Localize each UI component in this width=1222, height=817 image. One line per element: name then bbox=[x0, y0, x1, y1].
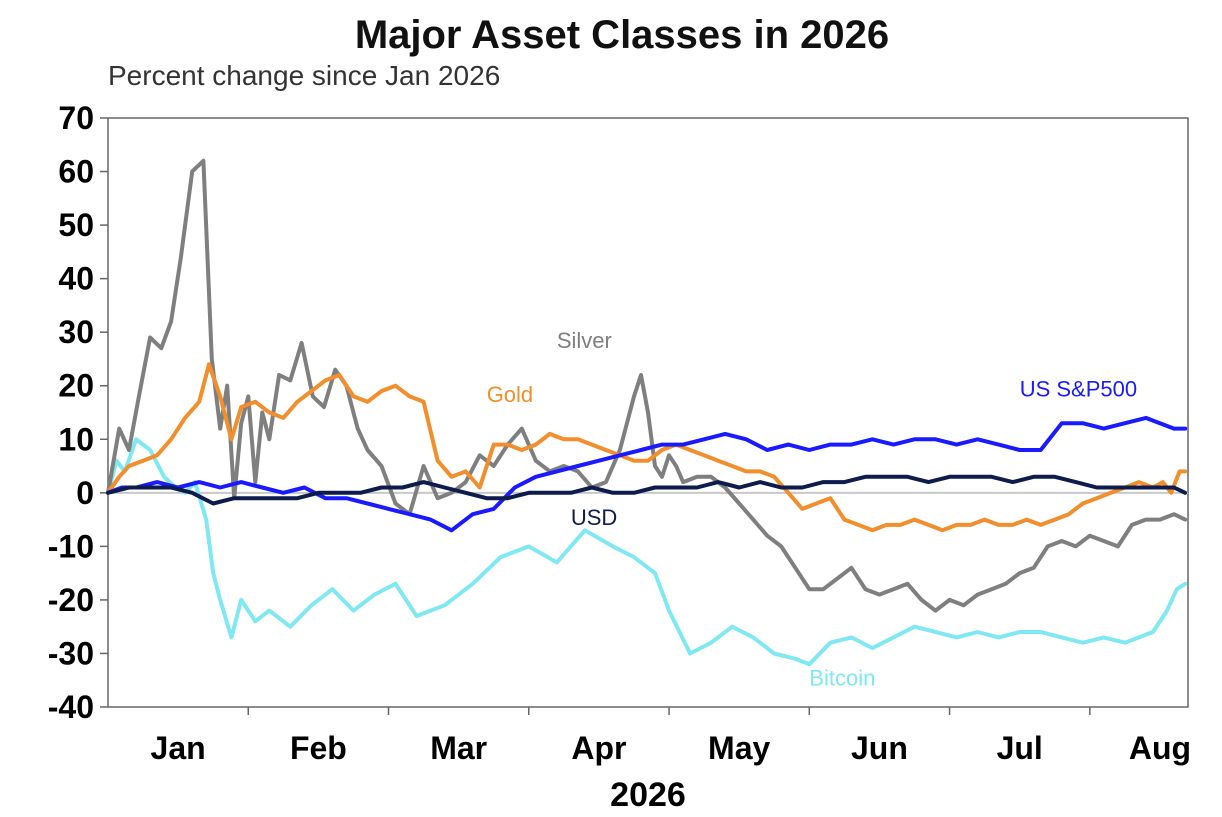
y-tick-label: -10 bbox=[48, 528, 94, 564]
y-tick-label: -40 bbox=[48, 689, 94, 725]
chart-title: Major Asset Classes in 2026 bbox=[355, 13, 889, 57]
y-tick-label: 20 bbox=[58, 368, 94, 404]
y-tick-label: 30 bbox=[58, 314, 94, 350]
y-tick-label: 70 bbox=[58, 100, 94, 136]
y-tick-label: -20 bbox=[48, 582, 94, 618]
series-line-bitcoin bbox=[106, 437, 1188, 667]
series-group bbox=[106, 158, 1188, 667]
x-tick-label: Mar bbox=[430, 730, 487, 766]
y-tick-label: 40 bbox=[58, 261, 94, 297]
y-tick-label: 10 bbox=[58, 421, 94, 457]
x-axis-title: 2026 bbox=[610, 776, 686, 814]
y-tick-label: 0 bbox=[76, 475, 94, 511]
series-label: Silver bbox=[557, 328, 612, 353]
series-label: Gold bbox=[487, 382, 533, 407]
y-axis: 70 60 50 40 30 20 10 0 -10 -20 -30 -40 bbox=[48, 100, 108, 725]
y-tick-label: 60 bbox=[58, 154, 94, 190]
x-tick-label: Jan bbox=[151, 730, 206, 766]
series-label: Bitcoin bbox=[809, 666, 875, 691]
series-line-usd bbox=[106, 474, 1188, 506]
series-label: USD bbox=[571, 505, 617, 530]
x-tick-label: Aug bbox=[1129, 730, 1191, 766]
series-label: US S&P500 bbox=[1020, 376, 1137, 401]
x-tick-label: Jul bbox=[997, 730, 1043, 766]
series-line-silver bbox=[106, 158, 1188, 613]
y-tick-label: 50 bbox=[58, 207, 94, 243]
x-axis: Jan Feb Mar Apr May Jun Jul Aug bbox=[151, 707, 1191, 766]
x-tick-label: May bbox=[708, 730, 770, 766]
series-line-gold bbox=[106, 362, 1188, 533]
x-tick-label: Jun bbox=[851, 730, 908, 766]
plot-frame bbox=[107, 117, 1189, 708]
y-tick-label: -30 bbox=[48, 635, 94, 671]
series-labels: Silver Gold US S&P500 USD Bitcoin bbox=[487, 328, 1137, 690]
x-tick-label: Apr bbox=[571, 730, 626, 766]
x-tick-label: Feb bbox=[290, 730, 347, 766]
chart-subtitle: Percent change since Jan 2026 bbox=[108, 60, 500, 91]
series-line-us-s-p500 bbox=[106, 415, 1188, 533]
